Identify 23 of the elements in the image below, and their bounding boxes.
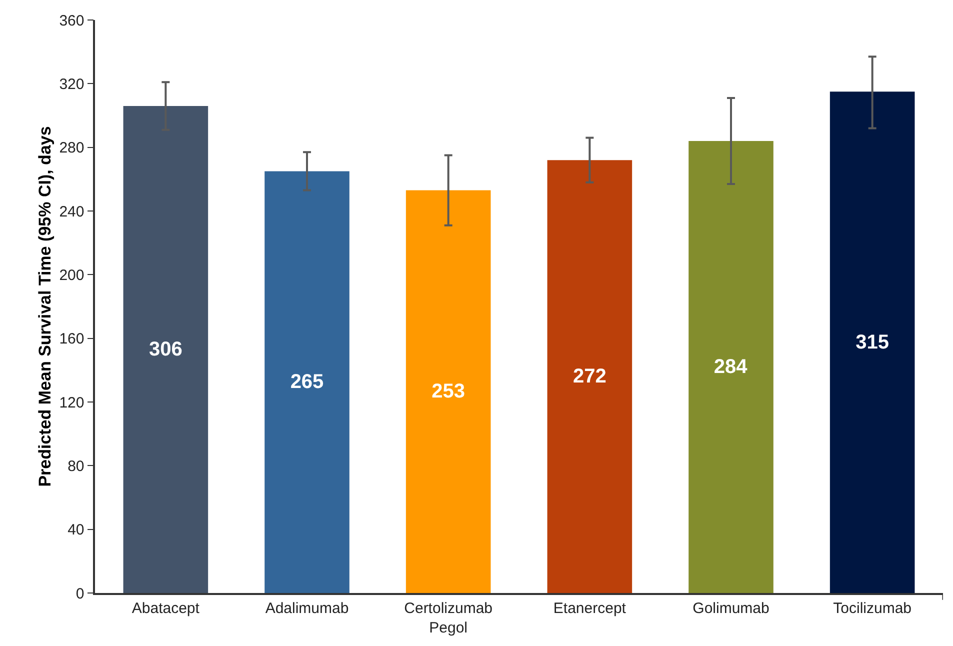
x-tick-label: Abatacept [132, 600, 200, 617]
y-tick-label: 200 [59, 266, 84, 284]
data-label: 265 [290, 371, 324, 394]
y-tick-label: 280 [59, 140, 84, 157]
data-label: 272 [572, 366, 606, 388]
x-tick-label: Certolizumab Pegol [404, 600, 493, 636]
data-label: 253 [432, 380, 466, 403]
y-tick-label: 0 [76, 585, 84, 602]
y-tick-label: 40 [68, 522, 84, 539]
x-tick-label: Etanercept [553, 600, 627, 617]
y-tick-label: 80 [68, 458, 84, 475]
y-axis-title: Predicted Mean Survival Time (95% CI), days [36, 126, 54, 487]
x-tick-label: Adalimumab [265, 600, 349, 617]
data-label: 306 [148, 338, 182, 360]
y-tick-label: 120 [59, 394, 84, 412]
y-tick-label: 160 [59, 330, 84, 348]
y-tick-label: 360 [59, 12, 84, 30]
x-tick-label: Golimumab [692, 600, 770, 617]
y-tick-label: 240 [59, 203, 84, 220]
data-label: 315 [856, 331, 890, 354]
y-tick-label: 320 [59, 76, 84, 93]
data-label: 284 [714, 356, 748, 378]
x-tick-label: Tocilizumab [833, 600, 912, 617]
